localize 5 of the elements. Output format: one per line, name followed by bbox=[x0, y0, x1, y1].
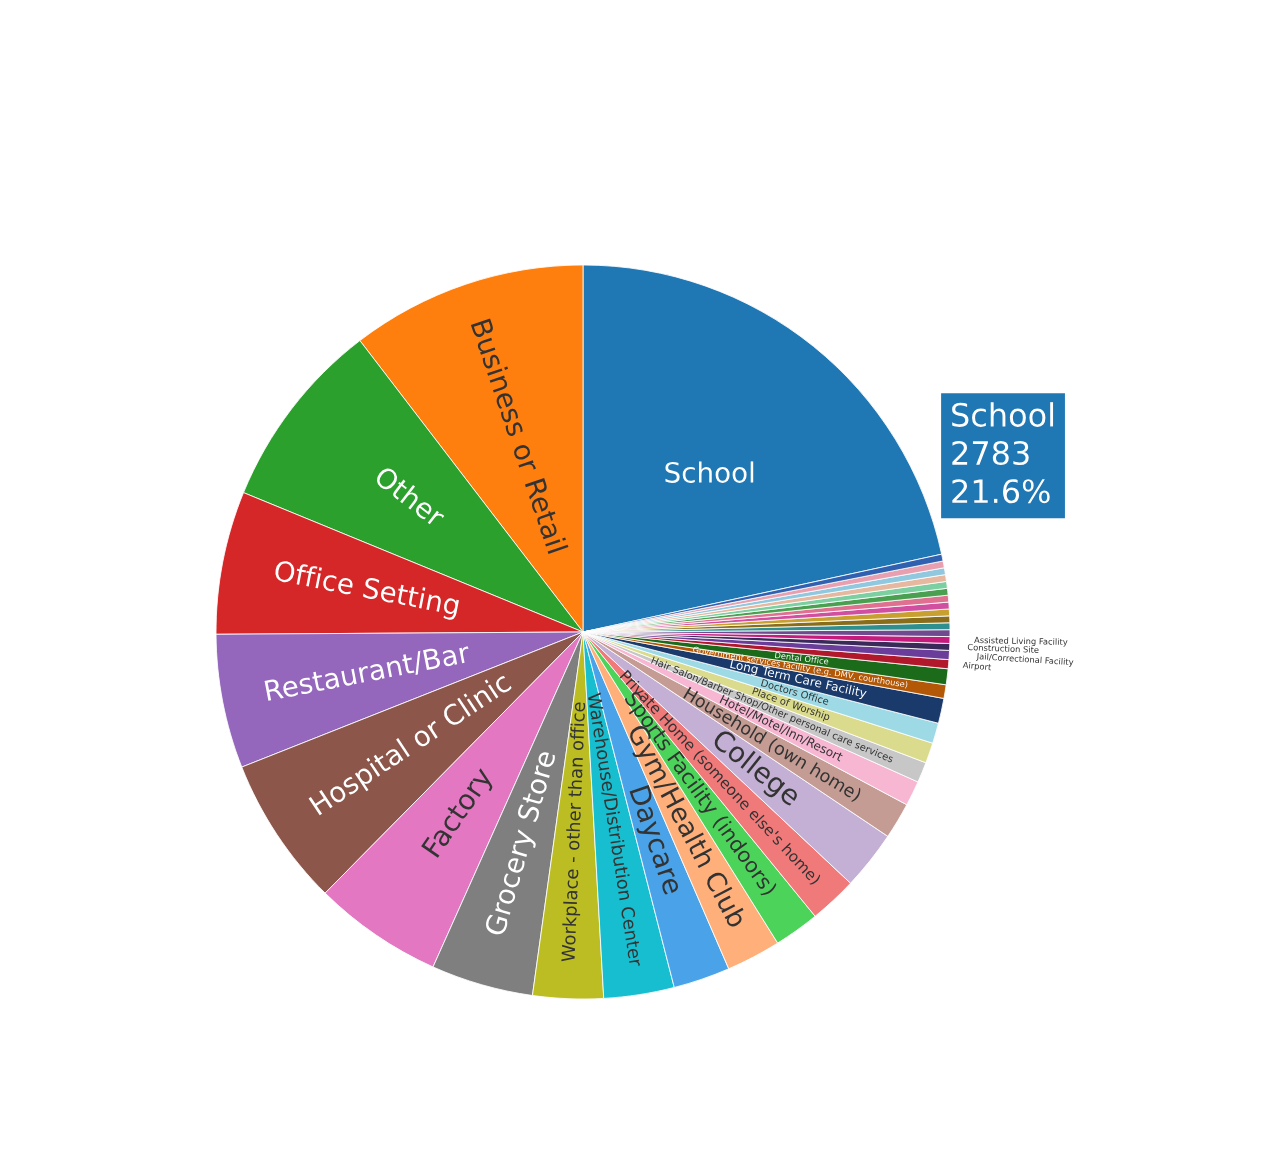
slice-label: Workplace - other than office bbox=[560, 702, 589, 962]
text: School 2783 21.6% bbox=[952, 402, 1054, 504]
slice-label: Airport bbox=[962, 661, 992, 672]
slice-label: Office Setting bbox=[272, 559, 461, 621]
slice-label: School bbox=[665, 461, 754, 483]
